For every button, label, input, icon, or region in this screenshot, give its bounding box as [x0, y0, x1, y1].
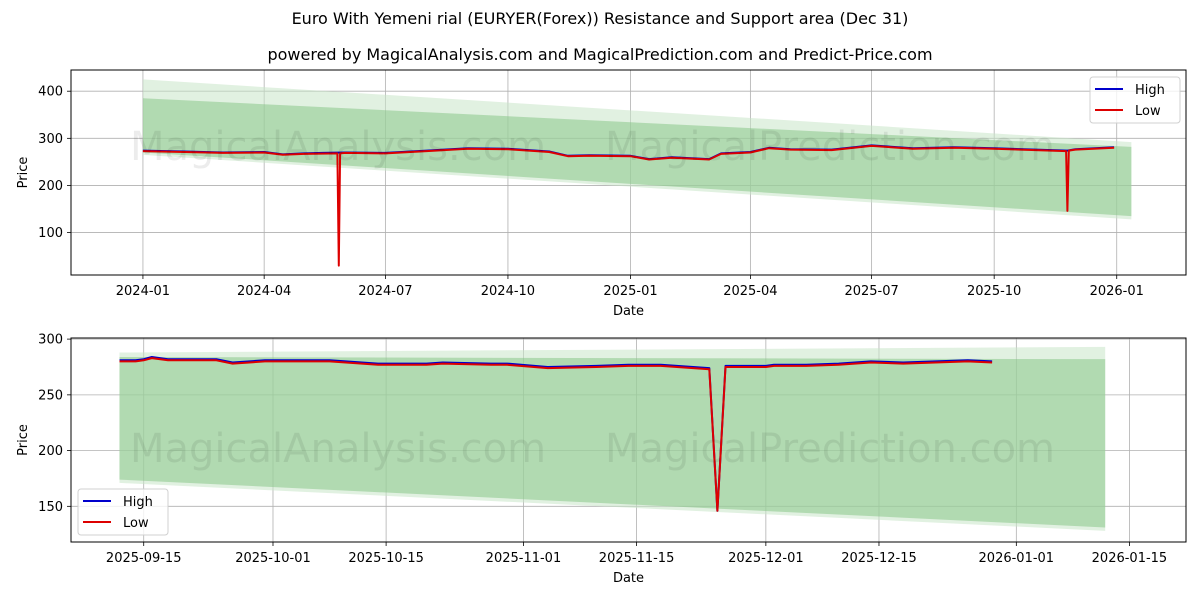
- x-tick-label: 2025-10-15: [348, 551, 424, 566]
- svg-text:MagicalPrediction.com: MagicalPrediction.com: [605, 124, 1055, 170]
- top-chart-frame: [70, 69, 1187, 276]
- low-legend-label: Low: [123, 516, 149, 531]
- bottom-chart-x-axis-label: Date: [613, 571, 644, 586]
- x-tick-label: 2024-01: [116, 284, 170, 299]
- bottom-chart-lines: [119, 356, 993, 512]
- y-tick-label: 100: [38, 226, 63, 241]
- bottom-chart-legend: High Low: [77, 488, 169, 536]
- x-tick-label: 2026-01-01: [979, 551, 1055, 566]
- x-tick-label: 2024-07: [358, 284, 412, 299]
- top-chart-x-axis-label: Date: [613, 304, 644, 319]
- bottom-chart-frame: [70, 337, 1187, 543]
- x-tick-label: 2024-04: [237, 284, 291, 299]
- svg-text:MagicalAnalysis.com: MagicalAnalysis.com: [130, 124, 546, 170]
- top-chart: MagicalAnalysis.com MagicalPrediction.com…: [16, 69, 1187, 319]
- low-line: [119, 357, 993, 512]
- x-tick-label: 2024-10: [481, 284, 535, 299]
- y-tick-label: 300: [38, 333, 63, 348]
- bottom-chart-y-axis-label: Price: [16, 424, 31, 456]
- svg-text:MagicalPrediction.com: MagicalPrediction.com: [605, 426, 1055, 472]
- high-line: [119, 356, 993, 512]
- top-chart-y-axis-label: Price: [16, 157, 31, 189]
- x-tick-label: 2025-11-15: [599, 551, 675, 566]
- svg-text:MagicalAnalysis.com: MagicalAnalysis.com: [130, 426, 546, 472]
- x-tick-label: 2025-09-15: [106, 551, 182, 566]
- y-tick-label: 250: [38, 388, 63, 403]
- x-tick-label: 2026-01: [1090, 284, 1144, 299]
- x-tick-label: 2025-07: [844, 284, 898, 299]
- x-tick-label: 2025-01: [603, 284, 657, 299]
- bottom-chart-ticks: 150 200 250 300 2025-09-15 2025-10-01 2025-10-…: [38, 333, 1167, 566]
- chart-subtitle: powered by MagicalAnalysis.com and Magic…: [267, 45, 933, 64]
- x-tick-label: 2026-01-15: [1092, 551, 1168, 566]
- bottom-chart-bands: [119, 346, 1106, 531]
- bottom-chart: MagicalAnalysis.com MagicalPrediction.com…: [16, 333, 1187, 586]
- top-chart-watermark: MagicalAnalysis.com MagicalPrediction.com: [130, 124, 1055, 170]
- x-tick-label: 2025-12-01: [728, 551, 804, 566]
- y-tick-label: 150: [38, 500, 63, 515]
- x-tick-label: 2025-11-01: [486, 551, 562, 566]
- chart-title: Euro With Yemeni rial (EURYER(Forex)) Re…: [291, 9, 909, 28]
- top-chart-ticks: 100 200 300 400 2024-01 2024-04 2024-07 2024-10…: [38, 85, 1144, 299]
- y-tick-label: 400: [38, 85, 63, 100]
- y-tick-label: 200: [38, 179, 63, 194]
- high-legend-label: High: [123, 495, 153, 510]
- low-line: [142, 144, 1115, 267]
- x-tick-label: 2025-10: [967, 284, 1021, 299]
- top-chart-lines: [142, 144, 1115, 267]
- bottom-chart-watermark: MagicalAnalysis.com MagicalPrediction.com: [130, 426, 1055, 472]
- y-tick-label: 200: [38, 444, 63, 459]
- inner-band: [119, 356, 1106, 528]
- low-legend-label: Low: [1135, 104, 1161, 119]
- high-legend-label: High: [1135, 83, 1165, 98]
- x-tick-label: 2025-10-01: [235, 551, 311, 566]
- x-tick-label: 2025-04: [723, 284, 777, 299]
- x-tick-label: 2025-12-15: [841, 551, 917, 566]
- y-tick-label: 300: [38, 132, 63, 147]
- top-chart-legend: High Low: [1089, 76, 1181, 124]
